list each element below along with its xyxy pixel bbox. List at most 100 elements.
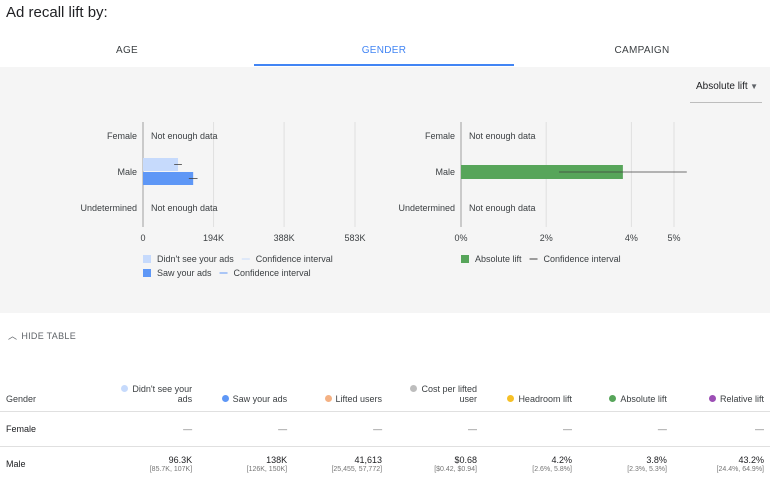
series-dot-icon (410, 384, 418, 392)
cell-value: — (278, 423, 288, 434)
category-label: Female (425, 131, 455, 141)
cell-value: 4.2% (551, 454, 572, 465)
cell-value: — (373, 423, 383, 434)
x-tick-label: 0 (140, 233, 145, 243)
page-title: Ad recall lift by: (6, 4, 108, 21)
x-tick-label: 194K (203, 233, 224, 243)
legend-swatch (143, 269, 151, 277)
table-cell: — (198, 411, 294, 447)
x-tick-label: 0% (454, 233, 467, 243)
table-cell: — (293, 411, 389, 447)
tab-campaign[interactable]: CAMPAIGN (614, 45, 670, 56)
cell-value: $0.68 (454, 454, 478, 465)
cell-value: — (657, 423, 667, 434)
series-dot-icon (708, 394, 716, 402)
cell-confidence-interval: [2.3%, 5.3%] (627, 465, 667, 473)
table-cell: 4.2% [2.6%, 5.8%] (483, 446, 578, 481)
column-header[interactable]: Gender (0, 378, 104, 412)
x-tick-label: 583K (344, 233, 365, 243)
column-header[interactable]: Cost per lifted user (388, 378, 484, 412)
x-tick-label: 388K (274, 233, 295, 243)
not-enough-data-label: Not enough data (469, 203, 536, 213)
column-header-label: Saw your ads (232, 393, 288, 404)
tab-age[interactable]: AGE (115, 45, 139, 56)
category-label: Male (435, 167, 455, 177)
table-row: Male 96.3K [85.7K, 107K] 138K [126K, 150K] 41… (0, 446, 770, 481)
cell-value: 138K (266, 454, 288, 465)
x-tick-label: 4% (625, 233, 638, 243)
cell-value: 41,613 (354, 454, 383, 465)
column-header-label: Cost per lifted user (421, 383, 478, 404)
cell-confidence-interval: [2.6%, 5.8%] (532, 465, 572, 473)
active-tab-indicator (254, 64, 514, 66)
legend-label: Saw your ads (157, 268, 212, 278)
row-label: Female (0, 411, 104, 447)
column-header-label-wrap: Headroom lift (507, 394, 572, 404)
cell-confidence-interval: [126K, 150K] (246, 465, 288, 473)
column-header-label-wrap: Absolute lift (609, 394, 667, 404)
column-header[interactable]: Headroom lift (483, 378, 578, 412)
table-header-row: Gender Didn't see your ads Saw your ads Lif… (0, 378, 770, 412)
bar[interactable] (461, 165, 623, 179)
table-row: Female — — — — — — — (0, 411, 770, 447)
series-dot-icon (507, 394, 515, 402)
cell-value: — (755, 423, 764, 434)
tab-bar: AGE GENDER CAMPAIGN (0, 36, 770, 67)
table-cell: 43.2% [24.4%, 64.9%] (672, 446, 770, 481)
column-header-label-wrap: Cost per lifted user (397, 384, 477, 404)
category-label: Female (107, 131, 137, 141)
column-header[interactable]: Lifted users (293, 378, 389, 412)
table-cell: $0.68 [$0.42, $0.94] (388, 446, 484, 481)
table-cell: 41,613 [25,455, 57,772] (293, 446, 389, 481)
chart-absolute-lift: 0% 2% 4% 5% Female Not enough data Male Undeter… (398, 122, 687, 264)
category-label: Male (117, 167, 137, 177)
column-header-label-wrap: Saw your ads (221, 393, 288, 404)
lift-metric-dropdown[interactable]: Absolute lift ▼ (690, 77, 762, 103)
series-dot-icon (121, 384, 129, 392)
category-label: Undetermined (398, 203, 455, 213)
cell-value: 43.2% (738, 454, 764, 465)
x-tick-label: 5% (667, 233, 680, 243)
column-header-label: Headroom lift (518, 393, 572, 404)
table-cell: — (103, 411, 199, 447)
chart-users-by-exposure: 0 194K 388K 583K Female Not enough data Male Un… (80, 122, 366, 278)
legend-ci-label: Confidence interval (256, 254, 333, 264)
legend-label: Absolute lift (475, 254, 522, 264)
not-enough-data-label: Not enough data (469, 131, 536, 141)
cell-value: 3.8% (646, 454, 667, 465)
column-header-label: Gender (6, 393, 37, 404)
legend-label: Didn't see your ads (157, 254, 234, 264)
table-cell: 138K [126K, 150K] (198, 446, 294, 481)
table-cell: — (388, 411, 484, 447)
legend-ci-label: Confidence interval (234, 268, 311, 278)
cell-confidence-interval: [$0.42, $0.94] (434, 465, 478, 473)
cell-value: — (468, 423, 478, 434)
legend-swatch (143, 255, 151, 263)
column-header[interactable]: Didn't see your ads (103, 378, 199, 412)
column-header-label: Didn't see your ads (132, 383, 193, 404)
bar[interactable] (143, 158, 179, 171)
legend-ci-label: Confidence interval (544, 254, 621, 264)
category-label: Undetermined (80, 203, 137, 213)
column-header[interactable]: Absolute lift (577, 378, 673, 412)
column-header-label-wrap: Relative lift (708, 394, 764, 404)
hide-table-button[interactable]: ︿ HIDE TABLE (8, 329, 76, 342)
cell-confidence-interval: [24.4%, 64.9%] (716, 465, 764, 473)
column-header-label: Lifted users (335, 393, 383, 404)
series-dot-icon (324, 394, 332, 402)
column-header[interactable]: Relative lift (672, 378, 770, 412)
series-dot-icon (609, 394, 617, 402)
column-header[interactable]: Saw your ads (198, 378, 294, 412)
table-cell: — (672, 411, 770, 447)
bar[interactable] (143, 172, 194, 185)
x-tick-label: 2% (540, 233, 553, 243)
cell-value: 96.3K (168, 454, 193, 465)
tab-gender[interactable]: GENDER (361, 45, 407, 56)
column-header-label: Absolute lift (620, 393, 667, 404)
legend-swatch (461, 255, 469, 263)
hide-table-label: HIDE TABLE (21, 330, 76, 341)
column-header-label-wrap: Lifted users (324, 393, 383, 404)
table-cell: 3.8% [2.3%, 5.3%] (577, 446, 673, 481)
cell-value: — (183, 423, 193, 434)
row-label: Male (0, 446, 104, 481)
